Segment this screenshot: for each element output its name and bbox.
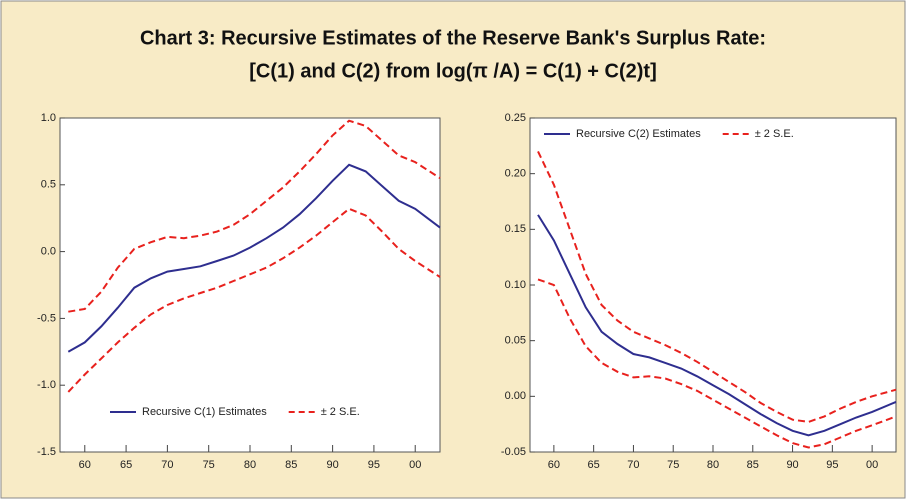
y-tick-label: 0.15: [505, 223, 526, 235]
x-tick-label: 95: [368, 459, 380, 471]
x-tick-label: 95: [826, 459, 838, 471]
x-tick-label: 65: [588, 459, 600, 471]
x-tick-label: 90: [786, 459, 798, 471]
x-tick-label: 80: [244, 459, 256, 471]
x-tick-label: 85: [747, 459, 759, 471]
series-line: [537, 150, 897, 423]
x-tick-label: 60: [79, 459, 91, 471]
y-tick-label: -1.0: [37, 379, 56, 391]
x-tick-label: 90: [326, 459, 338, 471]
x-tick-label: 60: [548, 459, 560, 471]
legend-label: ± 2 S.E.: [755, 128, 794, 140]
x-tick-label: 85: [285, 459, 297, 471]
x-tick-label: 75: [667, 459, 679, 471]
y-tick-label: 0.10: [505, 279, 526, 291]
y-tick-label: 0.00: [505, 390, 526, 402]
y-tick-label: -0.05: [501, 446, 526, 458]
y-tick-label: 1.0: [41, 112, 56, 124]
y-tick-label: -1.5: [37, 446, 56, 458]
series-line: [537, 278, 897, 449]
series-line: [537, 214, 897, 437]
series-line: [68, 119, 441, 313]
legend-label: ± 2 S.E.: [321, 406, 360, 418]
y-tick-label: 0.20: [505, 168, 526, 180]
legend-label: Recursive C(2) Estimates: [576, 128, 701, 140]
x-tick-label: 70: [627, 459, 639, 471]
x-tick-label: 00: [409, 459, 421, 471]
y-tick-label: 0.05: [505, 335, 526, 347]
x-tick-label: 65: [120, 459, 132, 471]
y-tick-label: -0.5: [37, 312, 56, 324]
plot-area: [529, 117, 897, 453]
x-tick-label: 80: [707, 459, 719, 471]
x-tick-label: 75: [203, 459, 215, 471]
chart-subtitle: [C(1) and C(2) from log(π /A) = C(1) + C…: [249, 60, 657, 82]
chart-title: Chart 3: Recursive Estimates of the Rese…: [140, 27, 766, 49]
y-tick-label: 0.25: [505, 112, 526, 124]
plot-area: [59, 117, 441, 453]
y-tick-label: 0.5: [41, 179, 56, 191]
series-line: [67, 207, 441, 393]
legend-label: Recursive C(1) Estimates: [142, 406, 267, 418]
x-tick-label: 70: [161, 459, 173, 471]
x-tick-label: 00: [866, 459, 878, 471]
y-tick-label: 0.0: [41, 246, 56, 258]
series-line: [67, 163, 441, 353]
